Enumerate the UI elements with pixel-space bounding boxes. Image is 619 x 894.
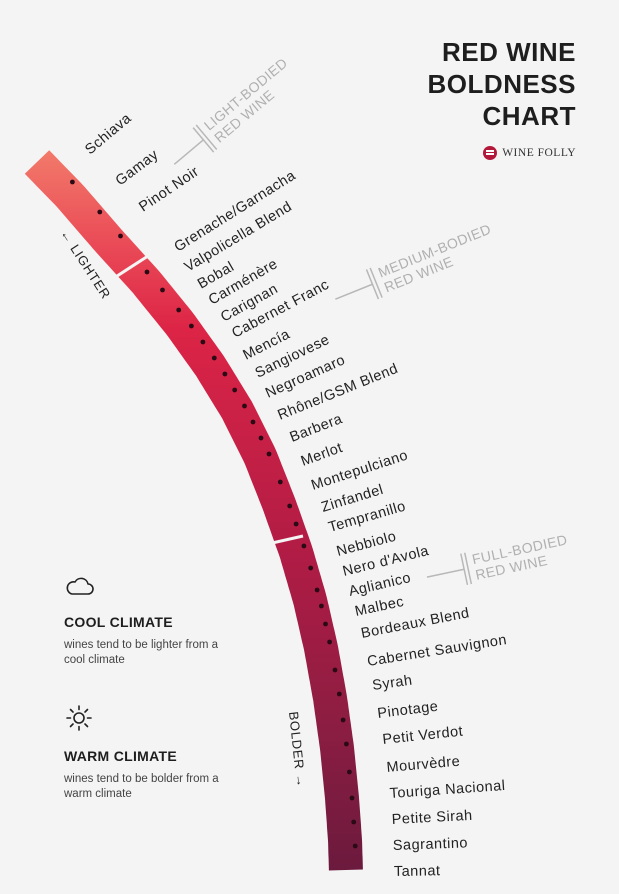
wine-dot [344, 741, 349, 747]
wine-dot [258, 435, 264, 441]
wine-label: Malbec [354, 594, 406, 620]
wine-dot [347, 769, 352, 775]
title-line-3: CHART [482, 101, 576, 131]
category-medium: MEDIUM-BODIED RED WINE [335, 221, 493, 300]
wine-dot [211, 355, 217, 361]
wine-dot [314, 587, 320, 593]
wine-dot [189, 323, 194, 329]
cool-climate-heading: COOL CLIMATE [64, 614, 173, 630]
wine-dot [327, 639, 332, 645]
bolder-arrow-label: BOLDER → [286, 711, 309, 789]
wine-label: Touriga Nacional [389, 778, 506, 802]
warm-climate-text: wines tend to be bolder from a warm clim… [64, 773, 219, 800]
wine-dot [232, 387, 238, 393]
wine-dot [332, 667, 338, 673]
wine-label: Gamay [113, 147, 162, 190]
wine-dot [242, 403, 247, 409]
wine-dot [200, 339, 206, 345]
category-full: FULL-BODIED RED WINE [426, 531, 569, 586]
brand-name: WINE FOLLY [502, 147, 576, 159]
wine-dot [319, 603, 324, 609]
cool-climate-block: COOL CLIMATE wines tend to be lighter fr… [64, 574, 224, 668]
wine-dot [293, 521, 299, 527]
wine-dot [144, 269, 150, 275]
wine-dots [70, 179, 358, 849]
wine-label: Petit Verdot [382, 724, 464, 748]
wine-label: Mourvèdre [386, 754, 461, 776]
wine-dot [323, 621, 328, 627]
category-light: LIGHT-BODIED RED WINE [173, 55, 290, 165]
boldness-band [24, 150, 363, 871]
warm-climate-heading: WARM CLIMATE [64, 748, 177, 764]
wine-dot [340, 717, 346, 723]
wine-dot [176, 307, 182, 313]
sun-icon [66, 705, 92, 731]
title-line-1: RED WINE [442, 37, 576, 67]
wine-dot [287, 503, 293, 509]
wine-label: Schiava [82, 110, 135, 158]
brand-logo: WINE FOLLY [483, 146, 576, 160]
wine-label: Merlot [299, 440, 345, 470]
wine-dot [336, 691, 342, 697]
wine-dot [160, 287, 165, 293]
wine-dot [118, 233, 123, 239]
warm-climate-block: WARM CLIMATE wines tend to be bolder fro… [64, 704, 224, 802]
wine-dot [301, 543, 307, 549]
wine-label: Petite Sirah [391, 808, 473, 828]
cool-climate-text: wines tend to be lighter from a cool cli… [64, 639, 219, 666]
wine-dot [222, 371, 228, 377]
wine-dot [266, 451, 272, 457]
wine-label: Pinotage [377, 699, 440, 722]
medium-full-divider [258, 534, 304, 548]
wine-dot [250, 419, 256, 425]
light-medium-divider [113, 254, 149, 280]
wine-dot [349, 795, 355, 801]
chart-title: RED WINE BOLDNESS CHART [428, 36, 576, 132]
wine-label: Tannat [394, 863, 441, 880]
wine-dot [70, 179, 75, 185]
wine-label: Sagrantino [393, 835, 469, 854]
cloud-icon [66, 577, 94, 595]
wine-folly-icon [483, 146, 498, 160]
wine-label: Pinot Noir [136, 164, 202, 216]
wine-dot [352, 843, 358, 849]
title-line-2: BOLDNESS [427, 69, 576, 99]
wine-label: Syrah [371, 672, 413, 693]
wine-dot [308, 565, 314, 571]
wine-dot [277, 479, 283, 485]
wine-dot [351, 819, 357, 825]
wine-label: Cabernet Sauvignon [366, 632, 508, 670]
wine-dot [97, 209, 103, 215]
